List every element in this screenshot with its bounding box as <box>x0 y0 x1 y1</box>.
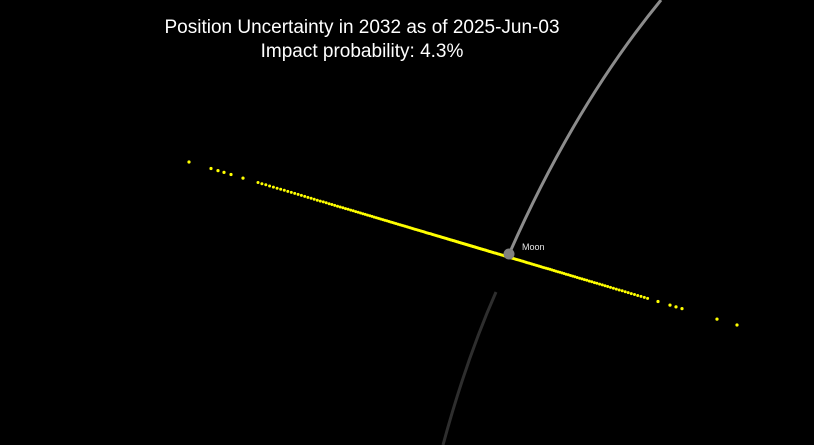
moon-orbit-front <box>508 0 663 253</box>
uncertainty-point <box>366 213 369 217</box>
title-position-uncertainty: Position Uncertainty in 2032 as of 2025-… <box>164 17 560 38</box>
uncertainty-point <box>346 207 350 211</box>
uncertainty-point <box>595 281 599 285</box>
uncertainty-point <box>680 307 684 311</box>
uncertainty-point <box>606 285 610 288</box>
uncertainty-point <box>312 197 316 201</box>
uncertainty-point <box>271 185 275 189</box>
uncertainty-point <box>642 295 646 299</box>
uncertainty-point <box>275 186 279 190</box>
moon-marker <box>503 248 515 260</box>
uncertainty-point <box>626 291 630 295</box>
uncertainty-point <box>344 207 347 211</box>
uncertainty-point <box>668 303 672 307</box>
uncertainty-point <box>309 196 313 200</box>
uncertainty-point <box>216 169 220 173</box>
uncertainty-point <box>222 170 226 174</box>
uncertainty-point <box>582 278 586 282</box>
uncertainty-point <box>318 199 322 203</box>
uncertainty-point <box>229 172 233 177</box>
uncertainty-point <box>598 282 602 286</box>
uncertainty-point <box>187 160 191 164</box>
uncertainty-points <box>187 160 739 327</box>
uncertainty-point <box>609 285 612 289</box>
uncertainty-point <box>333 203 337 207</box>
uncertainty-point <box>338 205 342 209</box>
uncertainty-point <box>321 200 325 204</box>
uncertainty-point <box>603 284 607 288</box>
uncertainty-point <box>306 195 310 199</box>
uncertainty-point <box>580 277 584 281</box>
uncertainty-point <box>623 290 627 294</box>
uncertainty-point <box>587 279 591 283</box>
uncertainty-point <box>356 210 360 214</box>
uncertainty-point <box>296 192 300 196</box>
uncertainty-point <box>279 187 283 191</box>
uncertainty-point <box>315 198 319 202</box>
uncertainty-point <box>735 323 739 327</box>
title-impact-probability: Impact probability: 4.3% <box>260 41 464 62</box>
uncertainty-point <box>303 194 307 198</box>
uncertainty-point <box>299 193 303 197</box>
uncertainty-point <box>620 289 624 293</box>
uncertainty-point <box>363 212 367 216</box>
uncertainty-point <box>349 208 353 212</box>
moon-orbit-back <box>441 291 498 445</box>
uncertainty-point <box>327 202 331 206</box>
uncertainty-point <box>578 276 582 280</box>
uncertainty-point <box>715 317 719 321</box>
uncertainty-point <box>629 292 633 296</box>
uncertainty-point <box>600 283 604 287</box>
uncertainty-point <box>264 183 268 187</box>
uncertainty-point <box>575 276 579 279</box>
uncertainty-point <box>282 188 286 192</box>
uncertainty-point <box>260 182 264 186</box>
uncertainty-point <box>573 275 577 279</box>
uncertainty-point <box>324 201 328 205</box>
uncertainty-point <box>361 212 365 216</box>
uncertainty-point <box>590 280 594 284</box>
uncertainty-point <box>359 211 362 215</box>
uncertainty-point <box>241 176 245 180</box>
uncertainty-point <box>585 278 589 282</box>
uncertainty-point <box>330 203 334 206</box>
uncertainty-point <box>286 189 290 193</box>
uncertainty-point <box>289 190 293 194</box>
uncertainty-point <box>636 294 640 297</box>
uncertainty-point <box>639 294 643 298</box>
uncertainty-point <box>592 281 596 285</box>
uncertainty-point <box>656 299 660 304</box>
uncertainty-point <box>611 286 615 290</box>
uncertainty-point <box>674 305 678 309</box>
uncertainty-point <box>614 287 618 291</box>
uncertainty-point <box>617 288 621 292</box>
uncertainty-point <box>646 296 650 300</box>
uncertainty-point <box>341 206 345 210</box>
uncertainty-point <box>354 210 358 214</box>
uncertainty-point <box>256 181 260 184</box>
uncertainty-point <box>268 184 272 188</box>
uncertainty-point <box>293 191 297 195</box>
uncertainty-point <box>209 166 213 171</box>
uncertainty-point <box>351 209 355 213</box>
uncertainty-point <box>336 204 339 208</box>
moon-label: Moon <box>522 242 545 252</box>
uncertainty-point <box>633 293 636 296</box>
